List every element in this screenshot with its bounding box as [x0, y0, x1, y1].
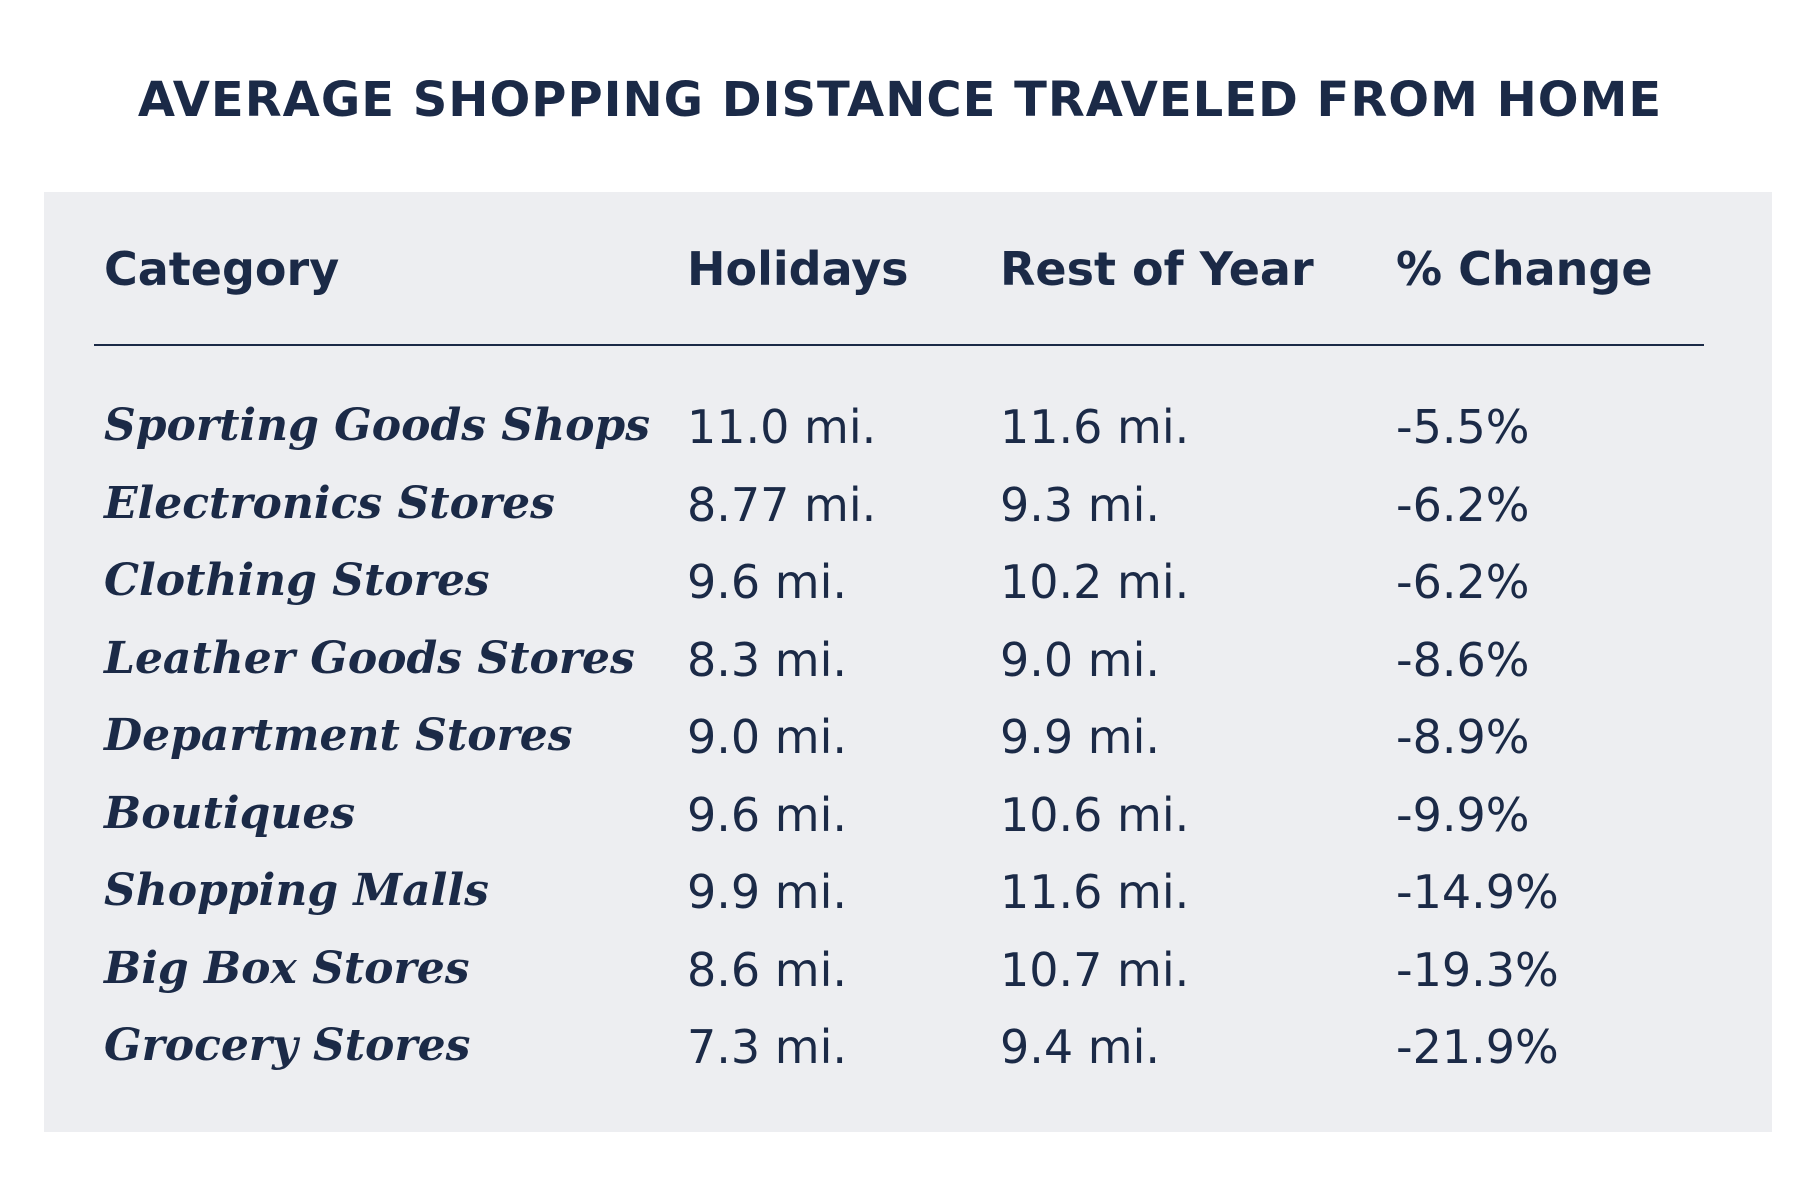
cell-percent-change: -8.6% [1396, 632, 1530, 687]
cell-category: Sporting Goods Shops [104, 400, 650, 451]
cell-percent-change: -14.9% [1396, 865, 1559, 919]
cell-category: Grocery Stores [104, 1020, 471, 1071]
table-row: Leather Goods Stores 8.3 mi. 9.0 mi. -8.6% [44, 633, 1772, 711]
cell-rest-of-year: 9.4 mi. [1000, 1020, 1160, 1074]
chart-title: AVERAGE SHOPPING DISTANCE TRAVELED FROM … [137, 72, 1663, 128]
cell-rest-of-year: 11.6 mi. [1000, 400, 1190, 454]
table-row: Boutiques 9.6 mi. 10.6 mi. -9.9% [44, 788, 1772, 866]
cell-holidays: 7.3 mi. [687, 1020, 847, 1074]
table-row: Clothing Stores 9.6 mi. 10.2 mi. -6.2% [44, 555, 1772, 633]
cell-category: Clothing Stores [104, 555, 490, 606]
table-header: Category Holidays Rest of Year % Change [44, 242, 1772, 302]
cell-holidays: 8.6 mi. [687, 942, 847, 997]
table-row: Shopping Malls 9.9 mi. 11.6 mi. -14.9% [44, 865, 1772, 943]
cell-category: Big Box Stores [104, 942, 470, 994]
cell-rest-of-year: 10.2 mi. [1000, 555, 1190, 609]
table-row: Department Stores 9.0 mi. 9.9 mi. -8.9% [44, 710, 1772, 788]
cell-category: Electronics Stores [104, 477, 555, 529]
cell-rest-of-year: 9.9 mi. [1000, 710, 1160, 764]
cell-rest-of-year: 9.3 mi. [1000, 477, 1160, 532]
cell-holidays: 9.9 mi. [687, 865, 847, 919]
cell-rest-of-year: 10.6 mi. [1000, 787, 1190, 842]
table-body: Sporting Goods Shops 11.0 mi. 11.6 mi. -5.5… [44, 400, 1772, 1098]
header-rest-of-year: Rest of Year [1000, 242, 1314, 296]
cell-category: Shopping Malls [104, 865, 489, 916]
cell-holidays: 9.6 mi. [687, 787, 847, 842]
header-holidays: Holidays [687, 242, 909, 296]
cell-rest-of-year: 10.7 mi. [1000, 942, 1190, 997]
cell-category: Boutiques [104, 787, 356, 839]
table-panel: Category Holidays Rest of Year % Change … [44, 192, 1772, 1132]
header-divider [94, 344, 1704, 346]
cell-holidays: 11.0 mi. [687, 400, 877, 454]
cell-holidays: 9.0 mi. [687, 710, 847, 764]
cell-category: Leather Goods Stores [104, 632, 635, 684]
cell-percent-change: -9.9% [1396, 787, 1530, 842]
header-percent-change: % Change [1396, 242, 1653, 296]
table-row: Sporting Goods Shops 11.0 mi. 11.6 mi. -5.5… [44, 400, 1772, 478]
cell-rest-of-year: 9.0 mi. [1000, 632, 1160, 687]
table-row: Grocery Stores 7.3 mi. 9.4 mi. -21.9% [44, 1020, 1772, 1098]
cell-category: Department Stores [104, 710, 573, 761]
cell-percent-change: -5.5% [1396, 400, 1530, 454]
cell-holidays: 8.77 mi. [687, 477, 877, 532]
cell-percent-change: -21.9% [1396, 1020, 1559, 1074]
cell-percent-change: -19.3% [1396, 942, 1559, 997]
cell-rest-of-year: 11.6 mi. [1000, 865, 1190, 919]
header-category: Category [104, 242, 340, 296]
cell-percent-change: -6.2% [1396, 555, 1530, 609]
cell-percent-change: -8.9% [1396, 710, 1530, 764]
cell-holidays: 8.3 mi. [687, 632, 847, 687]
cell-holidays: 9.6 mi. [687, 555, 847, 609]
table-row: Big Box Stores 8.6 mi. 10.7 mi. -19.3% [44, 943, 1772, 1021]
table-row: Electronics Stores 8.77 mi. 9.3 mi. -6.2% [44, 478, 1772, 556]
cell-percent-change: -6.2% [1396, 477, 1530, 532]
